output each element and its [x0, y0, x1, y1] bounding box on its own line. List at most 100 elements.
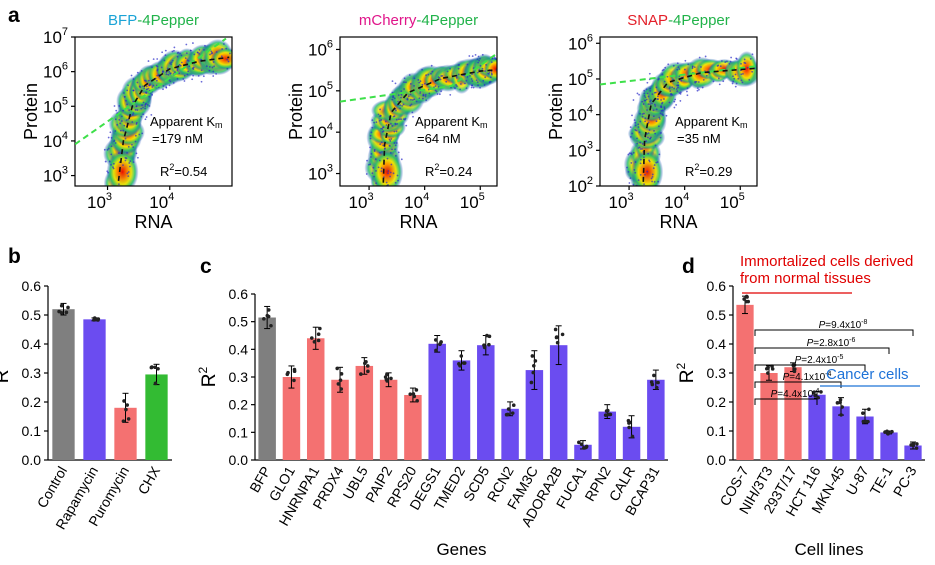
- scatter1-point: [128, 162, 131, 164]
- scatter3-point: [671, 93, 673, 96]
- bar-d-replicate-dot: [861, 419, 866, 424]
- scatter1-point: [155, 79, 158, 82]
- scatter3-point: [659, 136, 662, 139]
- scatter1-ytick-label: 103: [43, 165, 68, 186]
- scatter3-point: [655, 161, 658, 164]
- scatter1-point: [165, 73, 168, 76]
- scatter1-point: [122, 164, 124, 167]
- scatter3-point: [655, 86, 658, 89]
- scatter2-black-fit-line: [382, 69, 498, 183]
- bar-c-replicate-dot: [312, 340, 317, 344]
- scatter3-point: [643, 112, 645, 115]
- scatter3-black-fit-line: [642, 67, 758, 182]
- scatter3-annot-value: =35 nM: [677, 131, 721, 146]
- scatter2-point: [380, 167, 383, 170]
- bar-b-replicate-dot: [156, 366, 160, 371]
- bar-c-replicate-dot: [627, 420, 632, 425]
- bar-b-replicate-dot: [150, 365, 154, 369]
- scatter2-green-fit-line: [340, 52, 497, 103]
- scatter1-point: [152, 84, 155, 87]
- bar-c-bar-degs1: [428, 343, 446, 460]
- scatter1-point: [121, 115, 123, 118]
- bar-c-replicate-dot: [411, 392, 416, 396]
- bar-d-replicate-dot: [812, 390, 816, 395]
- bar-c-bar-tmed2: [452, 360, 471, 460]
- bar-c-bar-hnrnpa1: [306, 338, 325, 460]
- scatter2-point: [403, 88, 405, 90]
- scatter3-point: [712, 80, 715, 83]
- scatter1-point: [215, 51, 218, 53]
- scatter3-point: [661, 73, 664, 76]
- scatter2-ytick-label: 105: [308, 80, 333, 101]
- scatter2-point: [394, 144, 397, 147]
- scatter2-point: [404, 117, 407, 120]
- scatter2-point: [390, 163, 393, 166]
- scatter1-point: [123, 188, 125, 190]
- scatter1-point: [135, 105, 138, 108]
- bar-d-replicate-dot: [840, 405, 844, 409]
- scatter3-point: [740, 73, 743, 76]
- scatter3-point: [642, 103, 645, 105]
- scatter2-point: [501, 54, 503, 56]
- scatter1-point: [115, 109, 118, 112]
- scatter3-point: [658, 118, 661, 120]
- scatter3-point: [719, 65, 722, 68]
- scatter2-point: [392, 96, 395, 98]
- scatter1-point: [167, 73, 170, 76]
- scatter2-point: [375, 182, 378, 185]
- scatter2-point: [477, 61, 480, 64]
- scatter1-ytick-label: 105: [43, 95, 68, 116]
- scatter2-point: [388, 138, 391, 141]
- scatter2-point: [392, 172, 395, 175]
- scatter2-point: [424, 82, 426, 85]
- scatter2-point: [382, 176, 385, 179]
- scatter3-point: [721, 60, 723, 62]
- scatter3-density-core: [631, 150, 664, 186]
- bar-d-pvalue-label: P=4.1x10-4: [783, 371, 832, 383]
- scatter2-point: [393, 97, 396, 100]
- bar-c-replicate-dot: [414, 388, 419, 392]
- scatter1-point: [156, 69, 159, 72]
- scatter3-point: [749, 57, 752, 60]
- scatter1-point: [129, 165, 131, 168]
- scatter3-point: [722, 80, 725, 83]
- scatter3-point: [648, 187, 650, 189]
- scatter2-point: [479, 86, 481, 89]
- scatter3-point: [626, 166, 628, 169]
- scatter3-point: [677, 66, 680, 69]
- scatter2-point: [434, 85, 437, 88]
- scatter2-point: [430, 64, 433, 67]
- scatter2-axes-box: [339, 36, 498, 187]
- bar-c-replicate-dot: [335, 366, 339, 371]
- bar-b-ytick-label: 0.5: [22, 307, 42, 323]
- scatter3-point: [664, 66, 667, 69]
- scatter1-point: [179, 64, 182, 67]
- scatter3-point: [669, 86, 671, 89]
- scatter3-point: [696, 89, 699, 92]
- bar-b-bar-control: [52, 309, 75, 460]
- bar-d-immortal-label: Immortalized cells derived: [740, 253, 913, 270]
- scatter3-point: [653, 164, 656, 166]
- scatter1-point: [135, 152, 138, 155]
- bar-c-replicate-dot: [408, 392, 413, 397]
- scatter3-point: [674, 98, 677, 101]
- scatter2-point: [379, 143, 382, 146]
- scatter2-point: [466, 76, 469, 78]
- bar-d-bar-u-87: [856, 416, 874, 460]
- scatter2-point: [371, 126, 374, 129]
- scatter3-point: [742, 73, 744, 75]
- scatter2-point: [382, 126, 384, 129]
- scatter1-point: [113, 105, 116, 107]
- scatter1-point: [192, 74, 195, 77]
- scatter3-density: [623, 51, 757, 189]
- scatter3-point: [717, 77, 720, 80]
- scatter2-point: [489, 80, 492, 83]
- scatter3-point: [632, 99, 635, 101]
- bar-c-replicate-dot: [366, 369, 370, 374]
- bar-c-replicate-dot: [316, 332, 321, 337]
- scatter1-point: [125, 99, 127, 102]
- scatter3-point: [651, 102, 653, 105]
- scatter2-point: [490, 61, 493, 64]
- bar-c-replicate-dot: [487, 334, 492, 339]
- scatter3-point: [637, 126, 640, 128]
